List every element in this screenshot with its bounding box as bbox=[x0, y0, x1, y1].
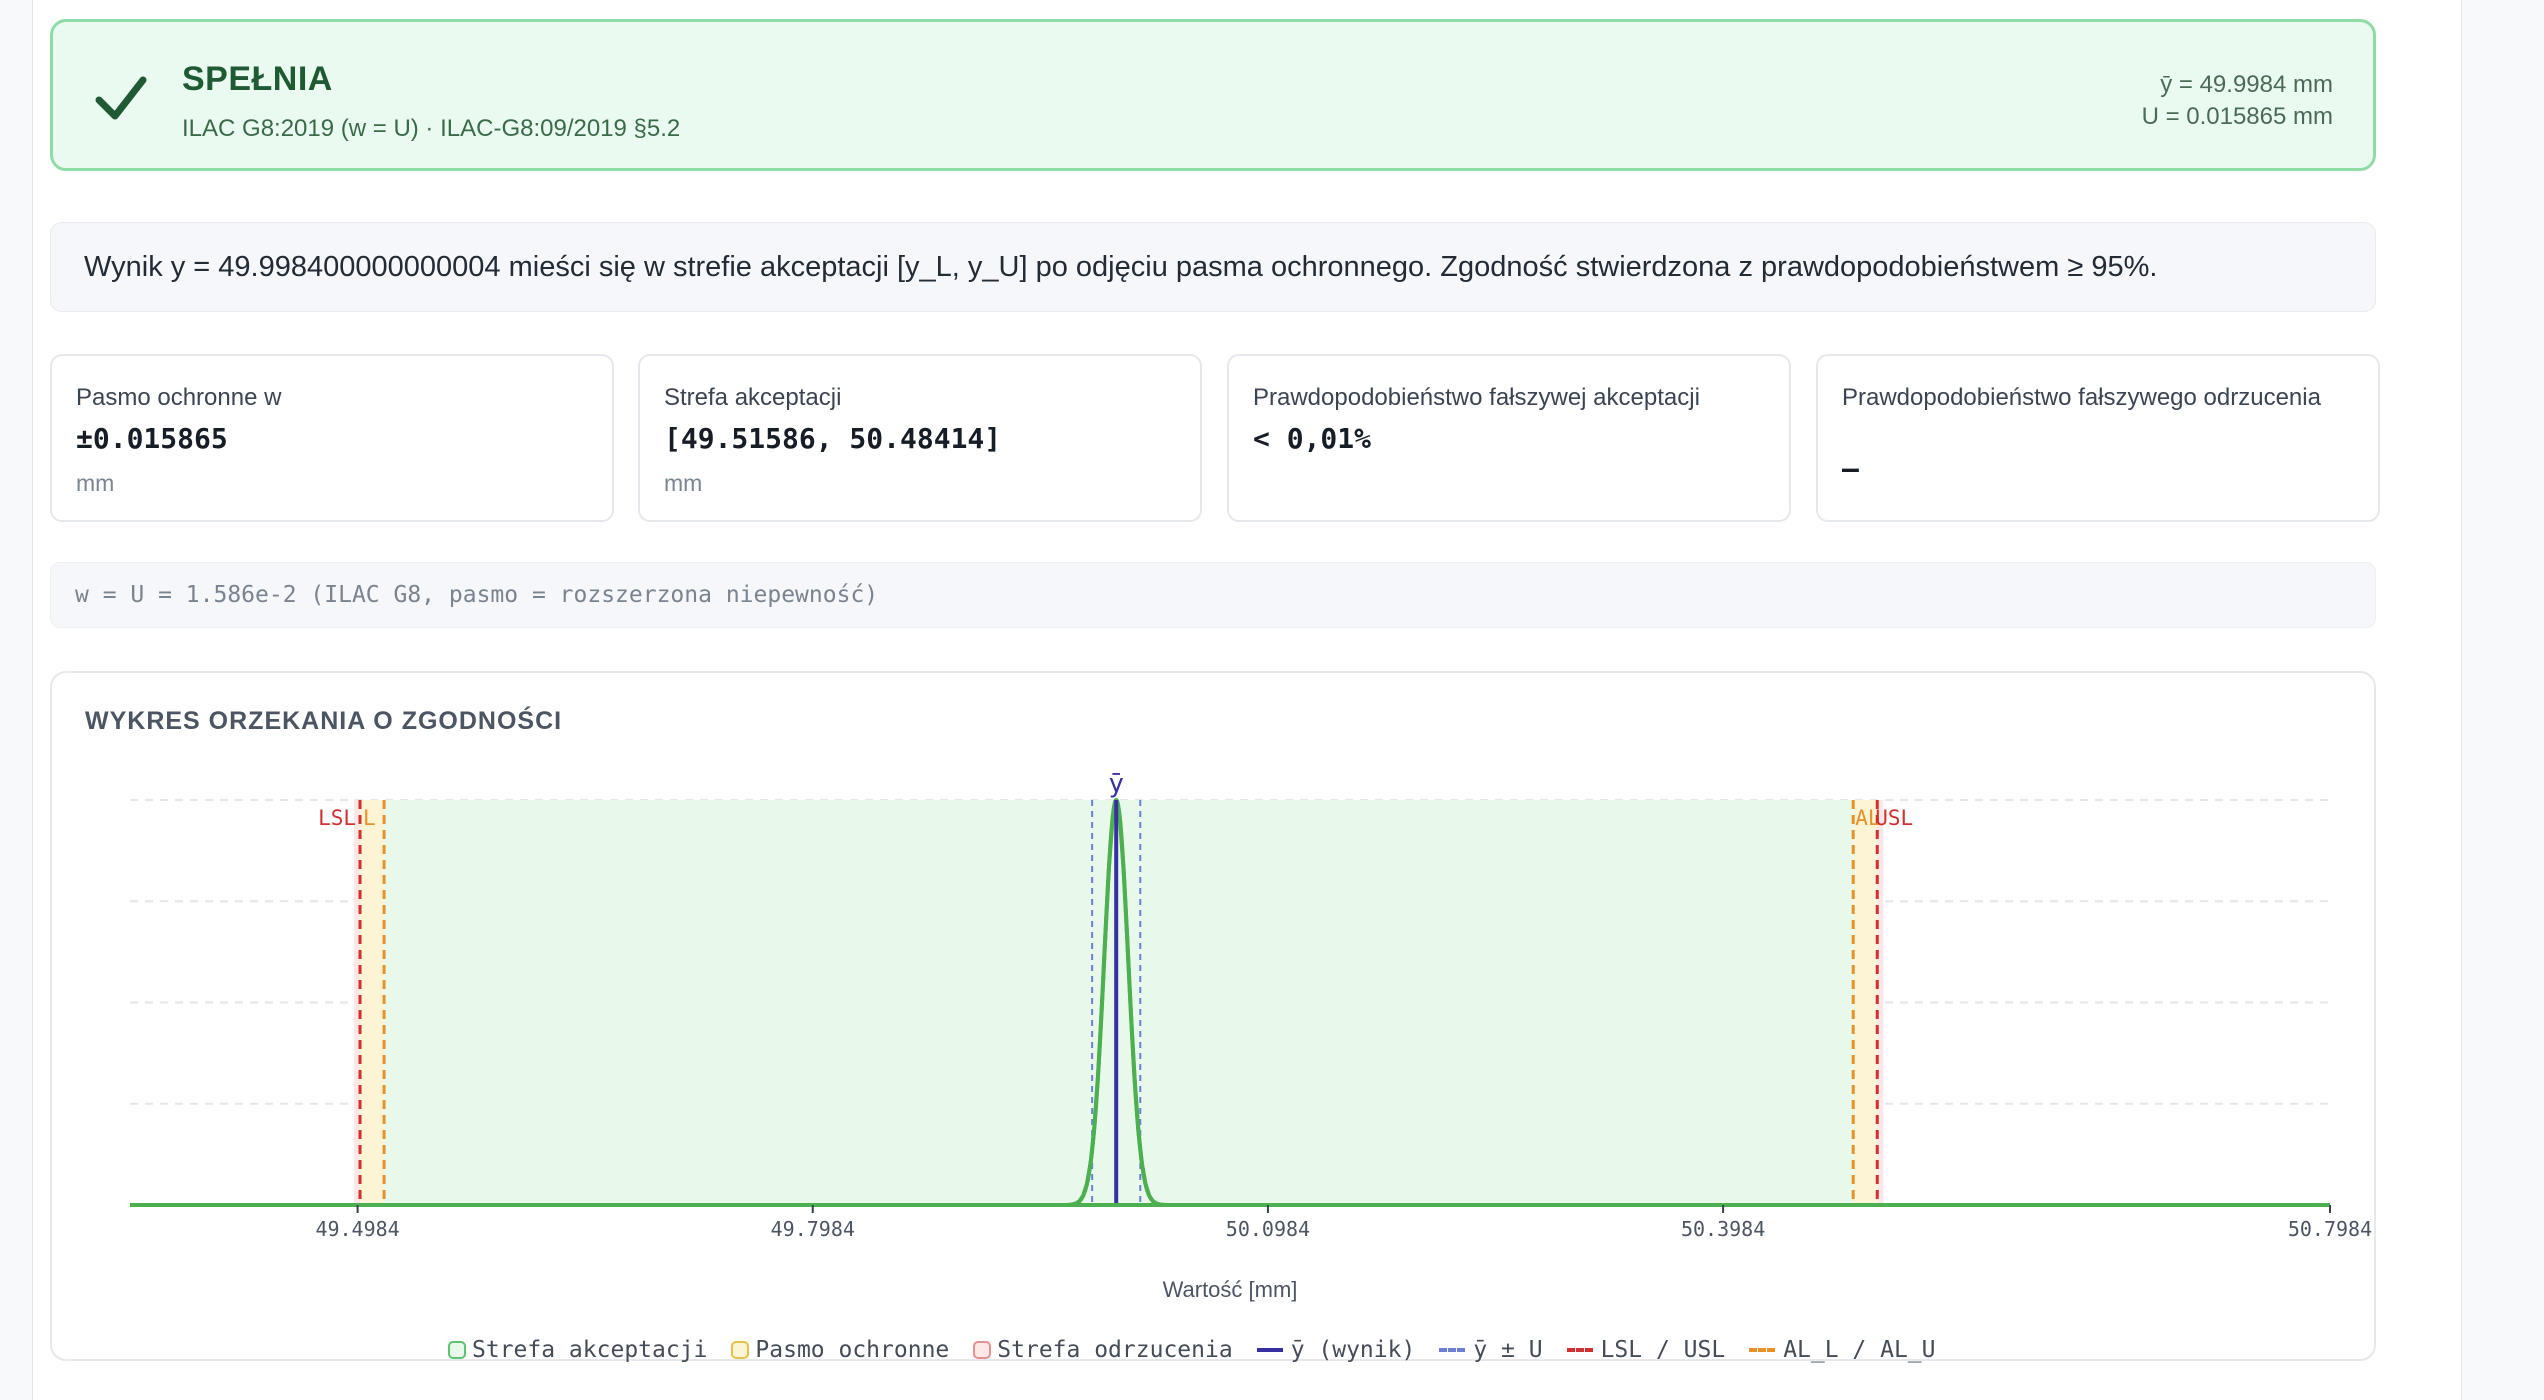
legend-item: ȳ ± U bbox=[1439, 1337, 1543, 1363]
legend-swatch bbox=[973, 1341, 992, 1359]
lsl-label: LSL bbox=[318, 806, 356, 830]
al-l-label: L bbox=[363, 806, 376, 830]
card-label: Prawdopodobieństwo fałszywej akceptacji bbox=[1253, 384, 1700, 411]
legend-item: Strefa akceptacji bbox=[448, 1337, 707, 1363]
al-u-label: AL bbox=[1855, 806, 1880, 830]
legend-item: AL_L / AL_U bbox=[1749, 1337, 1936, 1363]
legend-item: LSL / USL bbox=[1566, 1337, 1726, 1363]
formula-box: w = U = 1.586e-2 (ILAC G8, pasmo = rozsz… bbox=[50, 562, 2376, 628]
guard-band-left bbox=[360, 800, 385, 1205]
x-tick-label: 50.7984 bbox=[2288, 1217, 2372, 1241]
legend-item: ȳ (wynik) bbox=[1256, 1337, 1416, 1363]
legend-item: Pasmo ochronne bbox=[731, 1337, 949, 1363]
x-tick-label: 49.4984 bbox=[315, 1217, 399, 1241]
card-unit: mm bbox=[664, 470, 703, 496]
result-message: Wynik y = 49.998400000000004 mieści się … bbox=[50, 222, 2376, 312]
legend-label: Pasmo ochronne bbox=[755, 1337, 950, 1363]
legend-line bbox=[1256, 1348, 1283, 1352]
card-label: Strefa akceptacji bbox=[664, 384, 842, 411]
legend-line bbox=[1566, 1348, 1593, 1352]
card-false-reject: Prawdopodobieństwo fałszywego odrzucenia… bbox=[1816, 354, 2380, 522]
legend-label: LSL / USL bbox=[1600, 1337, 1726, 1363]
x-axis-label: Wartość [mm] bbox=[1163, 1277, 1298, 1302]
legend-label: AL_L / AL_U bbox=[1783, 1337, 1936, 1363]
chart-title: WYKRES ORZEKANIA O ZGODNOŚCI bbox=[85, 707, 563, 735]
legend-swatch bbox=[731, 1341, 750, 1359]
legend-item: Strefa odrzucenia bbox=[973, 1337, 1233, 1363]
legend-label: ȳ (wynik) bbox=[1290, 1337, 1416, 1363]
verdict-stats: ȳ = 49.9984 mm U = 0.015865 mm bbox=[2142, 69, 2333, 133]
x-tick-label: 49.7984 bbox=[771, 1217, 855, 1241]
check-icon bbox=[95, 76, 147, 120]
legend-label: Strefa akceptacji bbox=[472, 1337, 708, 1363]
card-false-accept: Prawdopodobieństwo fałszywej akceptacji … bbox=[1227, 354, 1791, 522]
card-value: < 0,01% bbox=[1253, 422, 1372, 455]
card-label: Prawdopodobieństwo fałszywego odrzucenia bbox=[1842, 384, 2321, 411]
x-tick-label: 50.0984 bbox=[1226, 1217, 1310, 1241]
card-acceptance-zone: Strefa akceptacji [49.51586, 50.48414] m… bbox=[638, 354, 1202, 522]
verdict-title: SPEŁNIA bbox=[182, 60, 333, 98]
legend-line bbox=[1439, 1348, 1466, 1352]
mean-marker-label: ȳ bbox=[1108, 769, 1124, 799]
metric-cards: Pasmo ochronne w ±0.015865 mm Strefa akc… bbox=[50, 354, 2380, 522]
card-guard-band: Pasmo ochronne w ±0.015865 mm bbox=[50, 354, 614, 522]
legend-swatch bbox=[448, 1341, 466, 1359]
guard-band-right bbox=[1853, 800, 1878, 1205]
legend-label: Strefa odrzucenia bbox=[997, 1337, 1233, 1363]
card-unit: mm bbox=[76, 470, 115, 496]
verdict-banner: SPEŁNIA ILAC G8:2019 (w = U) · ILAC-G8:0… bbox=[50, 19, 2376, 171]
rejection-zone-left bbox=[354, 800, 361, 1205]
card-value: — bbox=[1842, 452, 1859, 485]
card-value: [49.51586, 50.48414] bbox=[664, 422, 1002, 455]
legend-line bbox=[1749, 1348, 1776, 1352]
acceptance-zone bbox=[384, 800, 1854, 1205]
chart-legend: Strefa akceptacji Pasmo ochronne Strefa od… bbox=[448, 1332, 1960, 1368]
legend-label: ȳ ± U bbox=[1473, 1337, 1543, 1363]
verdict-subtitle: ILAC G8:2019 (w = U) · ILAC-G8:09/2019 §… bbox=[182, 115, 681, 142]
uncertainty-value: U = 0.015865 mm bbox=[2141, 103, 2333, 130]
rejection-zone-right bbox=[1877, 800, 1884, 1205]
mean-value: ȳ = 49.9984 mm bbox=[2160, 71, 2333, 98]
usl-label: USL bbox=[1875, 806, 1913, 830]
card-label: Pasmo ochronne w bbox=[76, 384, 282, 411]
card-value: ±0.015865 bbox=[76, 422, 228, 455]
x-tick-label: 50.3984 bbox=[1681, 1217, 1765, 1241]
